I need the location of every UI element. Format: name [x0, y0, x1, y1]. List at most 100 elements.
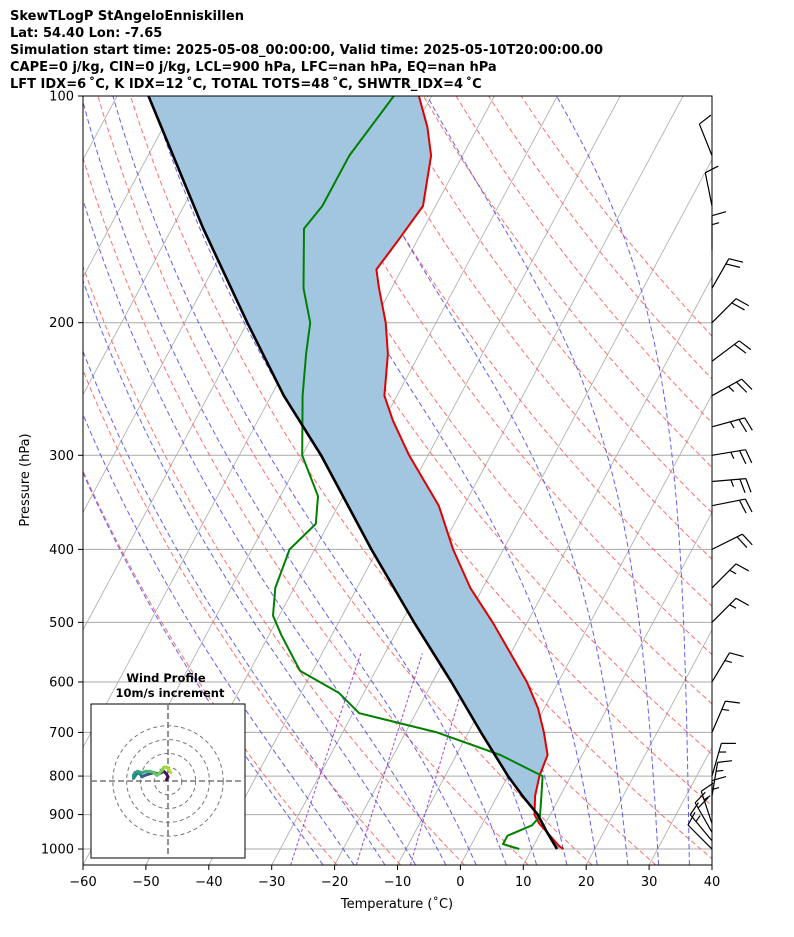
wind-barb-half-flag [724, 659, 733, 664]
wind-barb-half-flag [695, 815, 701, 822]
wind-barb [694, 791, 713, 833]
wind-barb-flag [734, 343, 747, 354]
wind-barb [711, 597, 750, 623]
dewpoint-profile-line [272, 96, 544, 850]
moist-adiabat-line [83, 413, 355, 865]
wind-barb [687, 811, 713, 850]
wind-barb-staff [711, 563, 737, 589]
x-tick-label: −50 [132, 875, 159, 890]
moist-adiabat-line [83, 198, 447, 865]
wind-barb-half-flag [729, 421, 735, 429]
indices-line: LFT IDX=6 ˚C, K IDX=12 ˚C, TOTAL TOTS=48… [10, 77, 482, 92]
dry-adiabat-line [390, 96, 712, 514]
mixing-ratio-line [409, 653, 474, 865]
wind-barb-staff [711, 597, 737, 623]
wind-barb-half-flag [730, 479, 735, 487]
wind-barb [711, 211, 727, 250]
wind-barb [711, 258, 744, 289]
wind-barb-flag [736, 536, 748, 548]
x-axis-ticks: −60 −50 −40 −30 −20 −10 0 10 20 30 40 [69, 865, 720, 890]
dry-adiabat-line [83, 265, 465, 865]
isotherm-line [334, 158, 712, 865]
profile-layer [147, 96, 564, 850]
moist-adiabat-line [83, 471, 324, 865]
y-tick-label: 800 [49, 770, 74, 785]
dry-adiabat-line [422, 96, 712, 469]
dry-adiabat-line [357, 96, 712, 560]
hodograph-title: Wind Profile [126, 671, 206, 685]
wind-barb-half-flag [716, 769, 724, 772]
y-tick-label: 200 [49, 316, 74, 331]
wind-barb [711, 298, 750, 324]
dry-adiabat-line [520, 96, 712, 337]
dry-adiabat-line [292, 96, 712, 656]
x-tick-label: −10 [384, 875, 411, 890]
wind-barb-flag [728, 258, 744, 263]
wind-barb-flag [725, 263, 741, 268]
dry-adiabat-line [325, 96, 712, 607]
moist-adiabat-line [556, 96, 690, 865]
wind-barb-flag [744, 449, 753, 464]
moist-adiabat-line [253, 96, 598, 865]
wind-barb-half-flag [730, 451, 735, 460]
y-tick-label: 100 [49, 90, 74, 105]
wind-barb [711, 742, 736, 777]
wind-barb-flag [705, 165, 719, 174]
wind-barb-flag [711, 211, 727, 217]
wind-barb-flag [694, 791, 706, 804]
wind-barb-flag [744, 417, 753, 431]
wind-barb [711, 340, 752, 362]
x-tick-label: −20 [321, 875, 348, 890]
wind-barb-flag [735, 298, 750, 307]
isotherm-line [83, 96, 244, 396]
hodograph-subtitle: 10m/s increment [116, 686, 225, 700]
wind-barb-flag [738, 340, 752, 351]
y-axis-label: Pressure (hPa) [18, 433, 33, 526]
wind-barb [711, 700, 740, 733]
wind-barb [711, 449, 753, 465]
mixing-ratio-line [355, 653, 423, 865]
wind-barb-flag [717, 760, 733, 763]
wind-barb-flag [725, 700, 740, 704]
wind-barb [711, 652, 744, 683]
temperature-profile-line [375, 96, 564, 850]
wind-barb-staff [711, 258, 730, 289]
location-line: Lat: 54.40 Lon: -7.65 [10, 26, 163, 41]
y-tick-label: 400 [49, 543, 74, 558]
wind-barb-staff [687, 824, 713, 850]
hodograph-plot [91, 704, 245, 858]
y-axis-ticks: 100 200 300 400 500 600 700 800 900 1000 [41, 90, 83, 858]
wind-barb-staff [711, 378, 743, 397]
wind-barb-flag [697, 797, 709, 809]
wind-barb-flag [735, 563, 750, 572]
wind-barb-staff [711, 298, 737, 324]
isotherm-line [522, 511, 712, 865]
wind-barb-flag [738, 419, 748, 433]
wind-barb-staff [711, 533, 743, 550]
wind-barb-half-flag [729, 604, 737, 609]
time-line: Simulation start time: 2025-05-08_00:00:… [10, 43, 603, 58]
wind-barb-staff [711, 340, 740, 362]
x-axis-label: Temperature (˚C) [340, 896, 453, 912]
x-tick-label: −40 [195, 875, 222, 890]
wind-barb [704, 165, 719, 207]
wind-barb-flag [739, 478, 746, 493]
wind-barb-half-flag [728, 386, 735, 393]
wind-barb [711, 760, 733, 796]
x-tick-label: 30 [641, 875, 658, 890]
wind-barb-flag [699, 114, 712, 125]
wind-barb-staff [711, 652, 731, 683]
moist-adiabat-line [83, 279, 416, 865]
wind-barb [711, 498, 753, 514]
wind-barb-half-flag [703, 795, 711, 801]
y-tick-label: 300 [49, 449, 74, 464]
wind-barb-flag [745, 478, 752, 493]
dry-adiabat-line [260, 96, 712, 705]
wind-barb-flag [735, 597, 750, 606]
wind-barb [711, 478, 752, 493]
wind-barb-half-flag [711, 222, 720, 226]
moist-adiabat-line [112, 96, 507, 865]
y-tick-label: 900 [49, 808, 74, 823]
isotherm-line [397, 276, 712, 865]
